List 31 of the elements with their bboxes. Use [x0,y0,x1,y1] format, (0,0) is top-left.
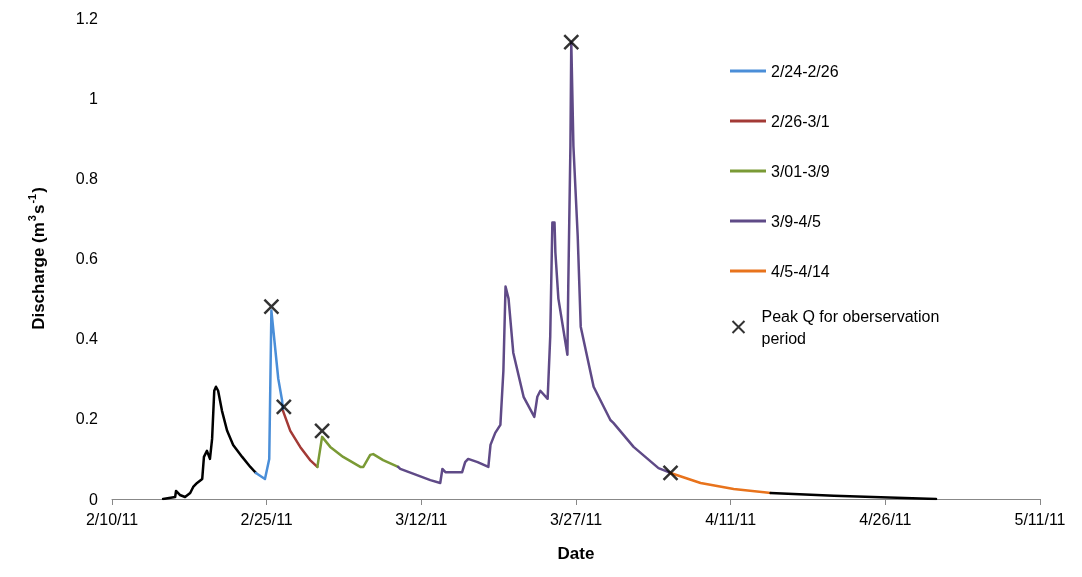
y-tick-label: 1.2 [75,9,99,27]
y-tick-label: 0.8 [75,169,99,187]
x-tick-label: 5/11/11 [1014,510,1066,528]
legend-label: 4/5-4/14 [771,262,830,280]
point [662,464,679,482]
point [275,398,293,416]
x-tick-label: 3/12/11 [395,510,448,528]
x-tick-label: 4/11/11 [705,510,757,528]
legend-label: 2/24-2/26 [771,62,839,80]
line-series [316,435,400,469]
y-tick-label: 0 [89,490,99,508]
legend-label: 3/01-3/9 [771,162,830,180]
point [313,422,331,440]
x-tick-label: 4/26/11 [859,510,912,528]
x-tick-label: 2/25/11 [240,510,293,528]
x-tick-label: 2/10/11 [85,510,139,528]
point [563,33,580,51]
line-series [281,409,319,469]
y-axis-title: Discharge (m3s-1) [25,187,48,330]
y-tick-label: 0.2 [75,410,99,428]
legend-label: 3/9-4/5 [771,212,821,230]
y-tick-label: 0.4 [75,330,99,348]
line-series [254,309,285,481]
x-axis-title: Date [557,544,595,563]
y-tick-label: 0.6 [75,250,99,267]
y-tick-label: 1 [89,89,99,107]
x-tick-label: 3/27/11 [549,510,603,528]
legend-label: 2/26-3/1 [771,112,830,130]
legend-label: Peak Q for oberservation period [761,307,944,347]
line-series [161,385,258,501]
point [263,298,280,315]
